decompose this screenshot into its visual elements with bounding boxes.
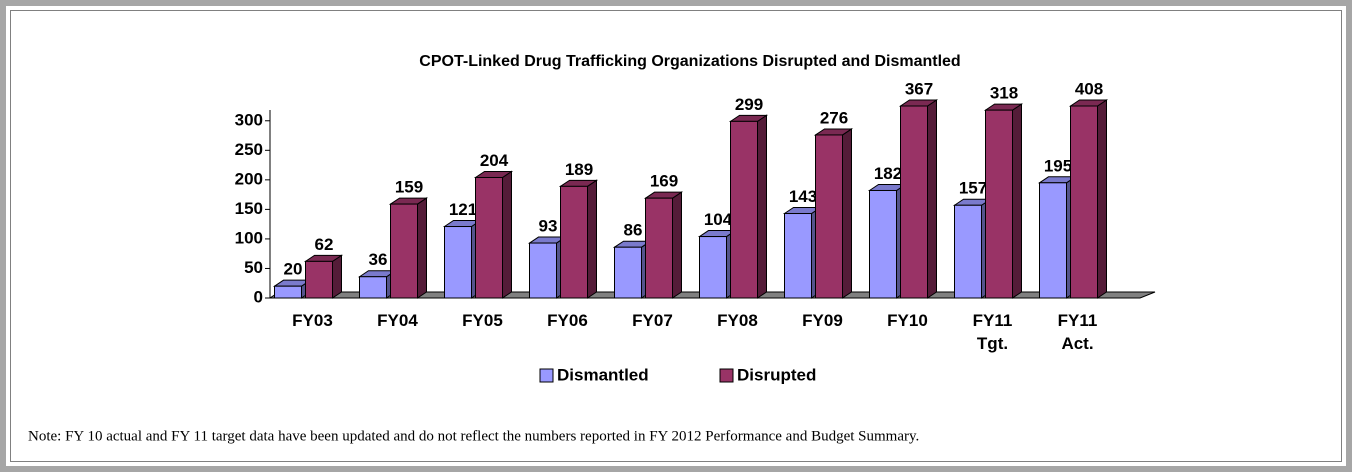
data-label: 159 <box>395 178 423 197</box>
bar <box>444 226 472 299</box>
note: Note: FY 10 actual and FY 11 target data… <box>28 428 919 444</box>
bar <box>529 242 557 299</box>
data-label: 143 <box>789 187 817 206</box>
y-tick-label: 100 <box>235 228 263 247</box>
data-label: 299 <box>735 95 763 114</box>
y-tick-label: 300 <box>235 110 263 129</box>
legend-label: Dismantled <box>557 365 649 384</box>
x-tick-label: FY03 <box>292 311 333 330</box>
bar <box>985 109 1013 299</box>
bar <box>730 120 758 299</box>
x-tick-label: FY11 Act. <box>1058 311 1098 353</box>
bar <box>784 213 812 299</box>
x-tick-label: FY10 <box>887 311 928 330</box>
bar-side <box>332 254 342 299</box>
bar <box>645 197 673 299</box>
bar-side <box>842 128 852 299</box>
bar <box>390 203 418 299</box>
bar <box>359 276 387 299</box>
bar-side <box>587 179 597 299</box>
x-tick-label: FY04 <box>377 311 418 330</box>
bar-side <box>672 191 682 299</box>
data-label: 86 <box>624 221 643 240</box>
y-tick-label: 250 <box>235 140 263 159</box>
data-label: 276 <box>820 108 848 127</box>
bar-side <box>1097 99 1107 299</box>
y-tick-label: 150 <box>235 199 263 218</box>
chart-title: CPOT-Linked Drug Trafficking Organizatio… <box>419 53 960 70</box>
data-label: 104 <box>704 210 733 229</box>
data-label: 182 <box>874 164 902 183</box>
bar <box>954 204 982 299</box>
bar-side <box>927 99 937 299</box>
data-label: 367 <box>905 79 933 98</box>
y-tick-label: 200 <box>235 169 263 188</box>
data-label: 20 <box>284 260 303 279</box>
data-label: 318 <box>990 84 1018 103</box>
data-label: 204 <box>480 151 509 170</box>
data-label: 62 <box>315 235 334 254</box>
bar <box>560 185 588 299</box>
legend-swatch <box>719 368 734 383</box>
inner-border <box>10 10 1342 462</box>
x-tick-label: FY08 <box>717 311 758 330</box>
x-tick-label: FY07 <box>632 311 673 330</box>
y-tick-label: 0 <box>254 287 263 306</box>
bar-side <box>757 114 767 299</box>
bar <box>475 176 503 299</box>
legend-label: Disrupted <box>737 365 816 384</box>
bar <box>305 260 333 299</box>
y-tick-label: 50 <box>244 258 263 277</box>
data-label: 36 <box>369 250 388 269</box>
bar <box>900 105 928 299</box>
data-label: 121 <box>449 200 477 219</box>
bar-side <box>502 170 512 299</box>
data-label: 195 <box>1044 156 1072 175</box>
data-label: 408 <box>1075 79 1103 98</box>
bar <box>1039 182 1067 299</box>
x-tick-label: FY06 <box>547 311 588 330</box>
bar-side <box>1012 103 1022 299</box>
x-tick-label: FY05 <box>462 311 503 330</box>
bar <box>614 246 642 299</box>
data-label: 93 <box>539 217 558 236</box>
bar-side <box>417 197 427 299</box>
data-label: 169 <box>650 172 678 191</box>
bar <box>1070 105 1098 299</box>
bar <box>699 236 727 299</box>
bar <box>869 189 897 299</box>
legend-swatch <box>539 368 554 383</box>
bar <box>815 134 843 299</box>
data-label: 189 <box>565 160 593 179</box>
bar <box>274 285 302 299</box>
x-tick-label: FY09 <box>802 311 843 330</box>
data-label: 157 <box>959 179 987 198</box>
x-tick-label: FY11 Tgt. <box>973 311 1013 353</box>
